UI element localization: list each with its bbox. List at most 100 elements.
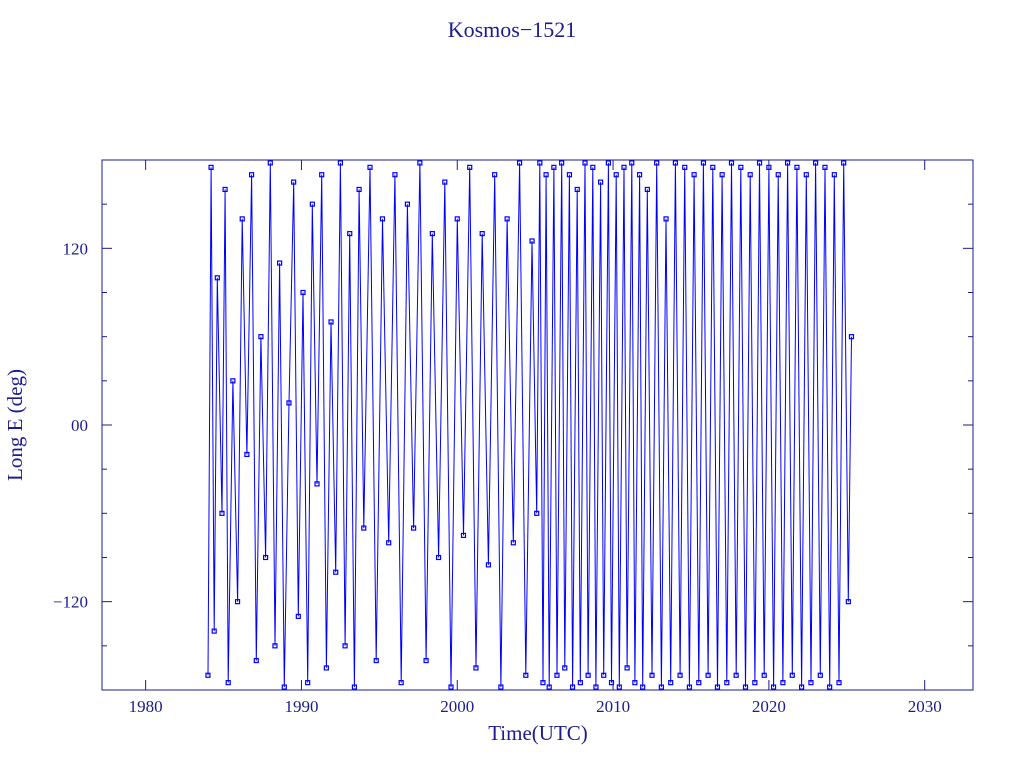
y-tick-label: −120 bbox=[53, 593, 88, 612]
data-point bbox=[205, 672, 211, 678]
data-point bbox=[590, 164, 596, 170]
data-point bbox=[485, 562, 492, 568]
data-point bbox=[534, 510, 540, 516]
data-point bbox=[658, 684, 664, 690]
data-point bbox=[761, 672, 767, 678]
data-point bbox=[244, 451, 250, 458]
data-point bbox=[314, 481, 320, 487]
data-point bbox=[705, 672, 711, 678]
data-point bbox=[632, 680, 638, 686]
data-point bbox=[479, 231, 485, 237]
data-point bbox=[291, 179, 297, 185]
data-point bbox=[337, 160, 343, 166]
data-point bbox=[253, 657, 259, 664]
x-tick-label: 2030 bbox=[908, 697, 942, 716]
data-point bbox=[845, 599, 851, 605]
data-point bbox=[267, 160, 273, 166]
data-point bbox=[789, 672, 795, 678]
data-point bbox=[799, 684, 805, 690]
data-point bbox=[559, 160, 565, 166]
data-point bbox=[347, 231, 353, 237]
data-point bbox=[411, 525, 417, 531]
x-tick-label: 1990 bbox=[284, 697, 318, 716]
data-point bbox=[644, 186, 650, 193]
data-point bbox=[756, 160, 763, 166]
data-point bbox=[554, 672, 560, 678]
data-point bbox=[569, 684, 576, 690]
x-axis-label: Time(UTC) bbox=[488, 721, 588, 745]
data-point bbox=[386, 540, 392, 546]
data-point bbox=[234, 599, 241, 605]
data-point bbox=[827, 684, 833, 690]
data-point bbox=[794, 164, 800, 170]
data-point bbox=[263, 554, 269, 561]
data-point bbox=[295, 613, 301, 619]
data-point bbox=[367, 164, 373, 170]
data-point bbox=[848, 334, 855, 340]
data-point bbox=[356, 186, 362, 193]
data-point bbox=[598, 179, 604, 185]
data-point bbox=[770, 684, 777, 690]
data-point bbox=[239, 216, 245, 222]
data-point bbox=[473, 665, 479, 671]
data-point bbox=[752, 680, 758, 686]
data-point bbox=[258, 334, 264, 340]
data-point bbox=[686, 684, 693, 690]
data-point bbox=[577, 680, 583, 686]
data-point bbox=[504, 216, 510, 222]
data-point bbox=[817, 672, 823, 678]
data-point bbox=[822, 164, 828, 170]
data-point bbox=[543, 172, 549, 178]
data-point bbox=[605, 160, 611, 166]
y-axis-label: Long E (deg) bbox=[3, 369, 27, 481]
data-point bbox=[333, 569, 339, 575]
data-point bbox=[309, 201, 315, 207]
data-point bbox=[546, 684, 552, 690]
data-point bbox=[775, 172, 781, 178]
data-point bbox=[211, 628, 217, 634]
data-point bbox=[719, 172, 725, 178]
data-point bbox=[742, 684, 749, 690]
data-point bbox=[738, 164, 744, 170]
data-point bbox=[803, 172, 809, 178]
data-point bbox=[636, 172, 643, 178]
data-point bbox=[663, 216, 669, 222]
x-tick-label: 1980 bbox=[129, 697, 163, 716]
data-point bbox=[616, 684, 622, 690]
data-point bbox=[537, 160, 543, 166]
x-tick-label: 2010 bbox=[596, 697, 630, 716]
data-point bbox=[654, 160, 660, 166]
data-point bbox=[601, 672, 607, 678]
data-point bbox=[248, 172, 255, 178]
data-point bbox=[540, 680, 546, 686]
data-point bbox=[585, 672, 591, 678]
data-point bbox=[498, 684, 504, 690]
data-point bbox=[529, 238, 535, 244]
data-point bbox=[328, 319, 334, 325]
data-point bbox=[219, 510, 225, 516]
data-point bbox=[621, 164, 627, 170]
data-point bbox=[700, 160, 707, 166]
data-point bbox=[510, 540, 516, 546]
data-point bbox=[300, 289, 306, 296]
data-point bbox=[225, 680, 231, 686]
data-point bbox=[305, 680, 311, 686]
data-point bbox=[562, 665, 568, 671]
data-point bbox=[516, 160, 523, 166]
data-point bbox=[813, 160, 819, 166]
data-point bbox=[672, 160, 678, 166]
y-tick-label: 00 bbox=[71, 416, 88, 435]
data-point bbox=[836, 680, 842, 686]
x-tick-label: 2020 bbox=[752, 697, 786, 716]
data-point bbox=[373, 657, 379, 664]
data-point bbox=[404, 201, 410, 207]
data-point bbox=[398, 680, 404, 686]
data-point bbox=[593, 684, 599, 690]
data-point bbox=[624, 665, 630, 671]
data-point bbox=[649, 672, 655, 678]
data-point bbox=[379, 216, 386, 222]
data-point bbox=[230, 378, 236, 384]
chart-title: Kosmos−1521 bbox=[448, 17, 577, 42]
data-point bbox=[467, 164, 473, 170]
